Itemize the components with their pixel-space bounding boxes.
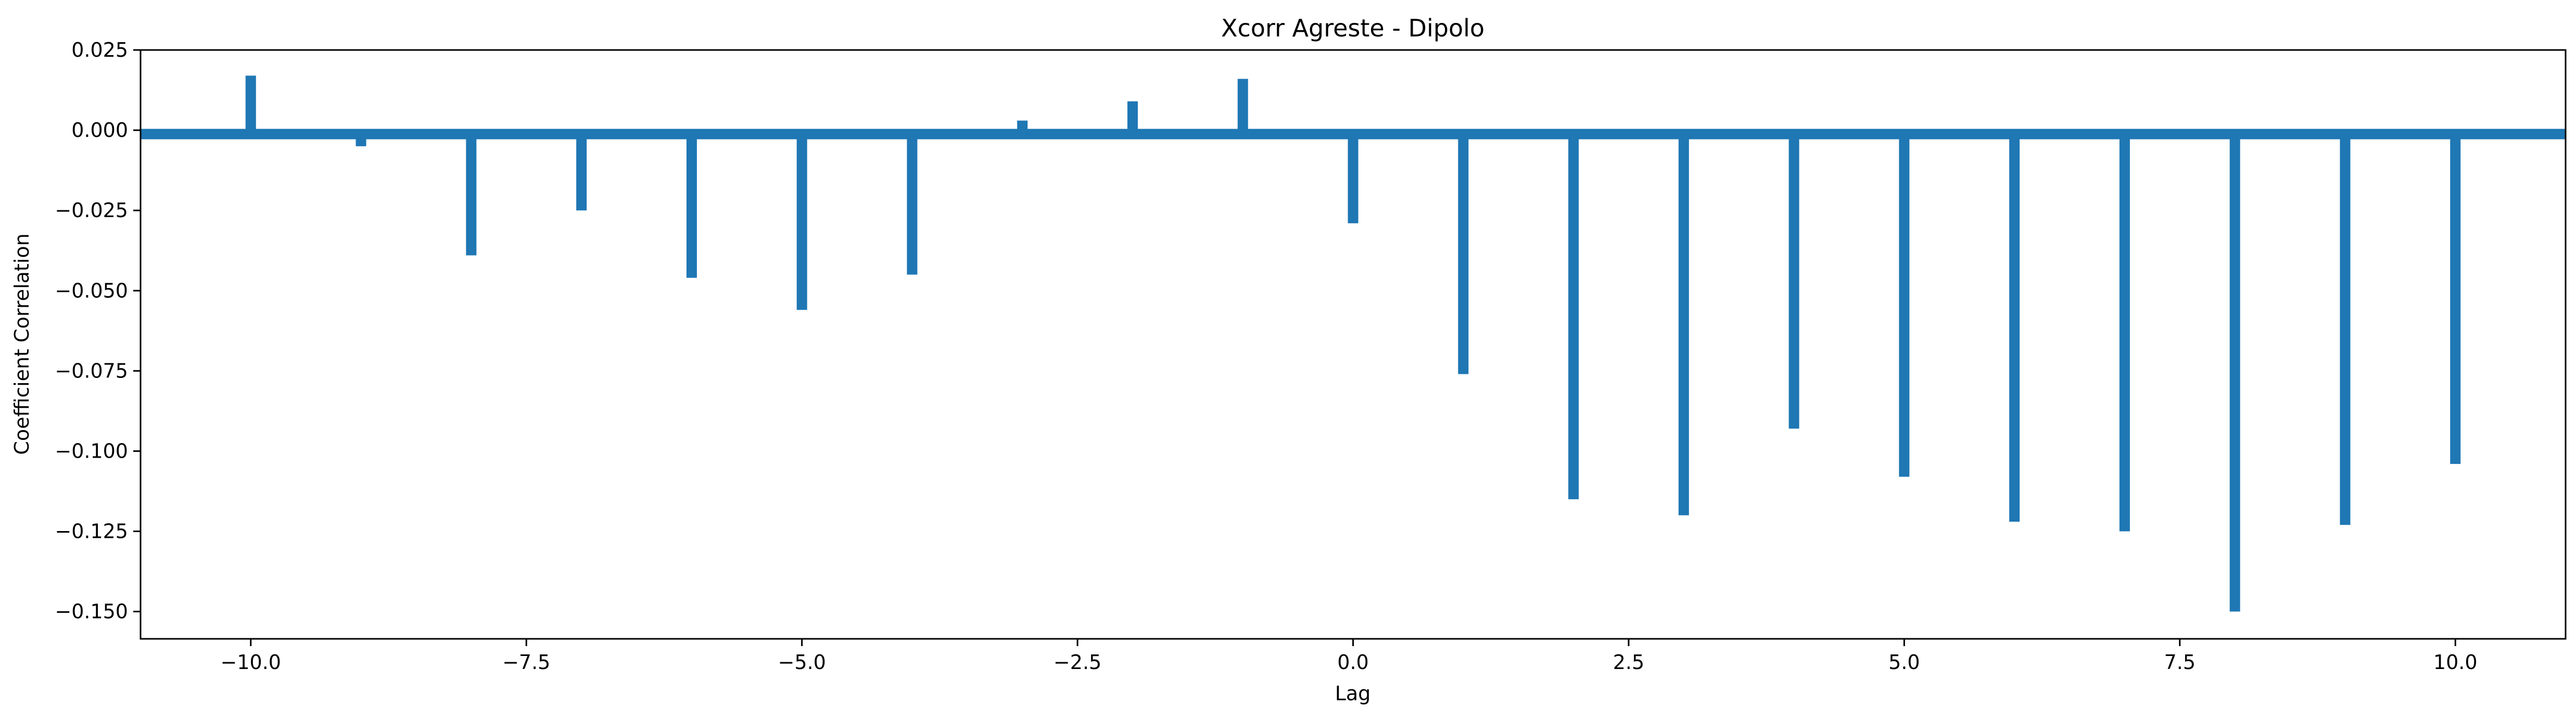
y-axis-label: Coefficient Correlation: [10, 233, 33, 455]
bar-lag-0: [1348, 130, 1359, 223]
y-tick-label: −0.050: [55, 279, 128, 302]
x-tick-label: 2.5: [1613, 651, 1644, 674]
bar-lag-3: [1678, 130, 1689, 515]
x-tick-label: −10.0: [221, 651, 281, 674]
bar-lag--3: [1017, 120, 1028, 131]
y-tick-label: −0.025: [55, 199, 128, 222]
x-tick-label: 0.0: [1337, 651, 1368, 674]
bar-lag--1: [1237, 79, 1248, 131]
bar-lag-8: [2229, 130, 2240, 612]
bar-lag--6: [686, 130, 697, 278]
y-tick-label: −0.075: [55, 359, 128, 382]
y-tick-label: 0.000: [71, 119, 128, 142]
bar-lag-7: [2119, 130, 2130, 532]
bar-lag--7: [576, 130, 587, 211]
y-tick-label: −0.150: [55, 600, 128, 623]
y-axis-ticks: 0.025 0.000 −0.025 −0.050 −0.075 −0.100 −0.125…: [55, 39, 141, 623]
y-tick-label: −0.100: [55, 439, 128, 462]
bar-lag-6: [2009, 130, 2020, 522]
y-tick-label: 0.025: [71, 39, 128, 61]
bar-lag-1: [1458, 130, 1469, 374]
bar-lag-4: [1788, 130, 1799, 429]
x-tick-label: 7.5: [2164, 651, 2196, 674]
x-tick-label: −2.5: [1054, 651, 1101, 674]
x-axis-ticks: −10.0 −7.5 −5.0 −2.5 0.0 2.5 5.0 7.5 10.0: [221, 639, 2478, 674]
x-tick-label: 5.0: [1888, 651, 1920, 674]
x-tick-label: −5.0: [778, 651, 826, 674]
bar-lag-10: [2450, 130, 2461, 464]
bar-lag-2: [1568, 130, 1579, 499]
bar-lag--5: [796, 130, 807, 310]
bar-lag--8: [466, 130, 477, 256]
x-tick-label: −7.5: [502, 651, 550, 674]
bar-lag--2: [1127, 101, 1138, 131]
chart-title: Xcorr Agreste - Dipolo: [1221, 14, 1484, 42]
bar-lag-5: [1899, 130, 1910, 477]
bar-lag-9: [2340, 130, 2351, 525]
y-tick-label: −0.125: [55, 520, 128, 543]
x-axis-label: Lag: [1335, 682, 1371, 705]
bar-lag--4: [907, 130, 918, 275]
bars-group: [245, 75, 2461, 612]
x-tick-label: 10.0: [2433, 651, 2478, 674]
bar-lag--10: [245, 75, 256, 131]
